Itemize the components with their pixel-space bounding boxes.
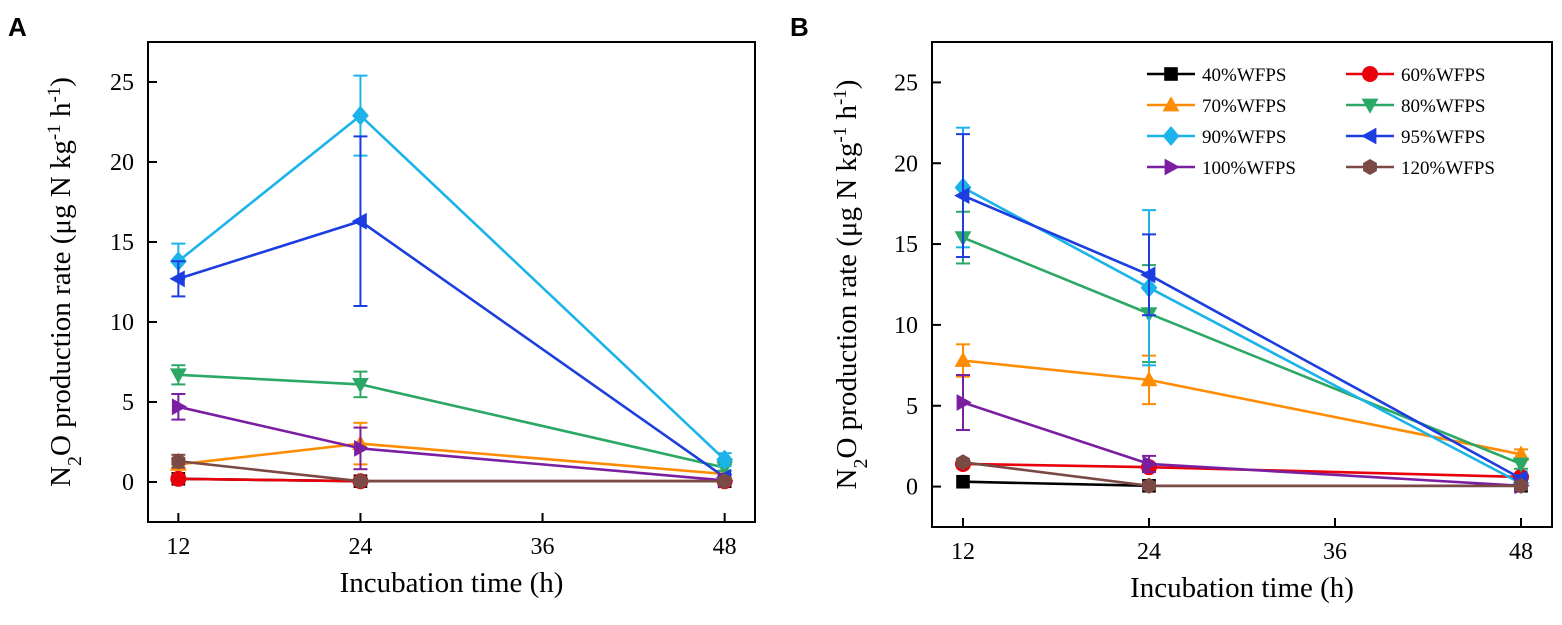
y-axis-title: N2O production rate (μg N kg-1 h-1) [830, 80, 873, 490]
y-axis-title: N2O production rate (μg N kg-1 h-1) [44, 77, 87, 487]
y-tick-label: 0 [122, 470, 134, 496]
legend-marker [1162, 126, 1180, 146]
data-point [1512, 445, 1530, 461]
data-point [353, 473, 368, 490]
legend-label: 40%WFPS [1202, 65, 1286, 86]
series-95-pct-wfps [954, 133, 1528, 487]
legend-label: 90%WFPS [1202, 127, 1286, 148]
x-tick-label: 48 [1509, 539, 1533, 565]
data-point [954, 351, 972, 367]
legend-label: 80%WFPS [1401, 96, 1485, 117]
legend-item: 40%WFPS [1147, 65, 1286, 86]
series-line [178, 459, 725, 483]
data-point [1142, 455, 1158, 473]
data-point [171, 398, 188, 416]
data-point [1512, 457, 1530, 473]
legend-marker [1164, 158, 1180, 176]
x-tick-label: 36 [531, 534, 555, 560]
x-tick-label: 24 [1137, 539, 1161, 565]
legend-label: 100%WFPS [1202, 158, 1296, 179]
legend-item: 100%WFPS [1147, 158, 1296, 179]
legend-item: 60%WFPS [1346, 65, 1485, 86]
legend-label: 120%WFPS [1401, 158, 1495, 179]
series-80-pct-wfps [169, 364, 733, 477]
y-tick-label: 5 [906, 394, 918, 420]
plot-frame [931, 41, 1553, 528]
y-tick-label: 15 [894, 232, 918, 258]
panel-a: 12 24 36 48 0 5 10 15 20 25 Incubation time (h) N2O… [44, 41, 756, 599]
panel-b: 12 24 36 48 0 5 10 15 20 25 Incubation time (h) N2O… [830, 41, 1553, 604]
legend-label: 70%WFPS [1202, 96, 1286, 117]
plot-frame [147, 41, 756, 523]
series-80-pct-wfps [954, 210, 1530, 473]
series-120-pct-wfps [956, 454, 1528, 494]
data-point [716, 449, 733, 470]
y-tick-label: 25 [110, 70, 134, 96]
y-tick-label: 25 [894, 70, 918, 96]
data-point [954, 187, 970, 204]
data-point [1514, 477, 1528, 494]
data-point [956, 394, 972, 411]
series-40-pct-wfps [956, 474, 1528, 493]
y-tick-label: 0 [906, 475, 918, 501]
data-point [1140, 371, 1158, 387]
legend-marker [1361, 98, 1379, 114]
series-line [178, 373, 725, 469]
data-point [956, 454, 970, 471]
series-70-pct-wfps [169, 421, 733, 481]
series-90-pct-wfps [169, 74, 733, 470]
legend-item: 80%WFPS [1346, 96, 1485, 117]
data-point [351, 212, 367, 230]
data-point [171, 453, 186, 470]
data-point [717, 473, 732, 490]
data-point [956, 474, 970, 489]
legend-label: 95%WFPS [1401, 127, 1485, 148]
y-tick-label: 20 [110, 150, 134, 176]
x-axis-title: Incubation time (h) [1130, 572, 1354, 604]
x-tick-label: 12 [951, 539, 975, 565]
data-point [352, 105, 369, 126]
y-tick-label: 10 [110, 310, 134, 336]
y-tick-label: 15 [110, 230, 134, 256]
data-point [1140, 266, 1156, 284]
series-100-pct-wfps [171, 393, 734, 489]
data-point [352, 378, 369, 394]
legend-item: 120%WFPS [1346, 158, 1495, 179]
y-tick-label: 20 [894, 151, 918, 177]
data-point [169, 368, 187, 384]
series-95-pct-wfps [169, 135, 732, 486]
data-point [354, 440, 370, 457]
legend-marker [1362, 66, 1378, 82]
x-tick-label: 12 [166, 534, 190, 560]
series-70-pct-wfps [954, 343, 1530, 461]
legend-item: 95%WFPS [1346, 127, 1485, 148]
y-tick-label: 5 [122, 390, 134, 416]
legend: 40%WFPS 60%WFPS 70%WFPS 80%WFPS 90%WFPS 95%WF… [1147, 65, 1495, 179]
data-point [169, 270, 185, 288]
series-120-pct-wfps [171, 453, 732, 490]
legend-item: 90%WFPS [1147, 126, 1286, 148]
series-line [177, 219, 726, 479]
legend-marker [1363, 159, 1377, 175]
legend-marker [1162, 96, 1180, 112]
panel-label-b: B [790, 12, 809, 42]
legend-marker [1164, 67, 1178, 81]
x-tick-label: 36 [1323, 539, 1347, 565]
panel-label-a: A [8, 12, 27, 42]
series-line [177, 113, 726, 461]
series-100-pct-wfps [956, 374, 1530, 495]
x-tick-label: 24 [348, 534, 372, 560]
legend-label: 60%WFPS [1401, 65, 1485, 86]
data-point [1142, 477, 1156, 494]
x-tick-label: 48 [713, 534, 737, 560]
data-point [170, 470, 187, 487]
y-tick-label: 10 [894, 313, 918, 339]
legend-marker [1361, 127, 1377, 145]
x-axis-title: Incubation time (h) [340, 567, 564, 599]
legend-item: 70%WFPS [1147, 96, 1286, 117]
